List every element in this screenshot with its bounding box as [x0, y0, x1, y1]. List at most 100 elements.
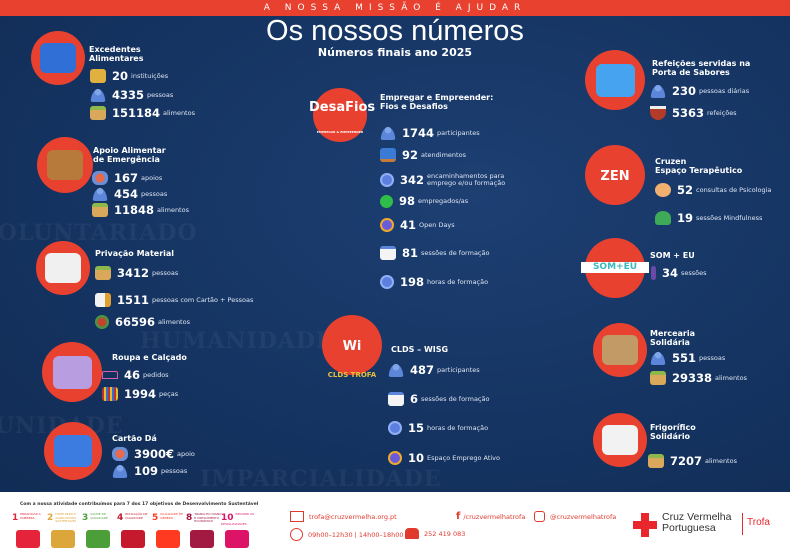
stat-value: 1511: [117, 293, 150, 307]
stat-value: 15: [408, 421, 425, 435]
stat-label: Espaço Emprego Ativo: [427, 453, 501, 462]
opening-hours: 09h00–12h30 | 14h00–18h00: [290, 528, 403, 541]
meditation-icon: [655, 211, 671, 225]
stat-value: 1994: [124, 387, 157, 401]
sdg-goal-5: 5 IGUALDADE DE GÉNERO: [152, 512, 190, 553]
clds-title: CLDS – WISG: [391, 345, 449, 354]
heart-hand-icon: [112, 447, 128, 461]
sdg-number: 8: [186, 513, 193, 523]
roupa-stat: 1994 peças: [102, 387, 178, 401]
briefcase-clock-icon: [380, 173, 394, 187]
stat-value: 230: [672, 84, 697, 98]
refeicoes-illustration: [585, 50, 645, 110]
stat-value: 342: [400, 173, 425, 187]
sdg-goal-3: 3 SAÚDE DE QUALIDADE: [82, 512, 120, 553]
sdg-icon: [190, 530, 214, 548]
stat-label: instituições: [131, 71, 169, 80]
mission-banner: A NOSSA MISSÃO É AJUDAR: [0, 0, 790, 16]
clds-stat: 10 Espaço Emprego Ativo: [388, 451, 500, 465]
roupa-title: Roupa e Calçado: [112, 353, 187, 362]
stat-label: sessões Mindfulness: [696, 213, 763, 222]
privacao-stat: 66596 alimentos: [95, 315, 190, 329]
sdg-icon: [121, 530, 145, 548]
people-icon: [650, 84, 666, 98]
cruzen-illustration: ZEN: [585, 145, 645, 205]
clds-stat: 6 sessões de formação: [388, 392, 489, 406]
sdg-label: ERRADICAR A POBREZA: [20, 512, 41, 520]
building-icon: [90, 69, 106, 83]
instagram-link[interactable]: @cruzvermelhatrofa: [534, 511, 616, 522]
stat-label: consultas de Psicologia: [696, 185, 772, 194]
sdg-goal-1: 1 ERRADICAR A POBREZA: [12, 512, 50, 553]
apoio-stat: 454 pessoas: [92, 187, 167, 201]
headset-icon: [388, 451, 402, 465]
people-icon: [388, 363, 404, 377]
sdg-number: 3: [82, 513, 89, 523]
phone-link[interactable]: 252 419 083: [405, 528, 465, 539]
stopwatch-icon: [388, 421, 402, 435]
stat-label: apoios: [141, 173, 163, 182]
stat-value: 454: [114, 187, 139, 201]
sdg-number: 1: [12, 513, 19, 523]
stat-label: sessões de formação: [421, 394, 490, 403]
roupa-illustration: [42, 342, 102, 402]
facebook-link[interactable]: f/cruzvermelhatrofa: [456, 511, 526, 522]
roupa-image: [52, 355, 92, 389]
hanger-icon: [102, 371, 118, 379]
apoio-stat: 167 apoios: [92, 171, 162, 185]
stat-label: encaminhamentos para emprego e/ou formaç…: [427, 172, 506, 187]
desafios-logo: DesaFios: [309, 100, 376, 115]
apoio-image: [46, 149, 84, 181]
email-link[interactable]: trofa@cruzvermelha.org.pt: [290, 511, 397, 522]
sdg-icon: [16, 530, 40, 548]
page-title: Os nossos números: [266, 15, 524, 47]
sdg-number: 2: [47, 513, 54, 523]
cartao-stat: 109 pessoas: [112, 464, 187, 478]
sdg-icon: [51, 530, 75, 548]
excedentes-stat: 4335 pessoas: [90, 88, 173, 102]
cruzen-title: Cruzen Espaço Terapêutico: [655, 157, 743, 175]
clds-stat: 487 participantes: [388, 363, 480, 377]
stat-value: 92: [402, 148, 419, 162]
stat-value: 29338: [672, 371, 713, 385]
stat-value: 7207: [670, 454, 703, 468]
stat-label: horas de formação: [427, 277, 489, 286]
som-logo: SOM+EU: [581, 262, 649, 273]
headset-icon: [380, 218, 394, 232]
stat-label: pessoas: [141, 189, 168, 198]
apoio-title: Apoio Alimentar de Emergência: [93, 146, 166, 164]
mercearia-stat: 551 pessoas: [650, 351, 725, 365]
sdg-icon: [86, 530, 110, 548]
refeicoes-stat: 230 pessoas diárias: [650, 84, 749, 98]
stat-value: 167: [114, 171, 139, 185]
clds-logo-subtitle: CLDS TROFA: [327, 371, 377, 379]
cartao-image: [54, 435, 92, 467]
stat-label: pedidos: [143, 370, 169, 379]
stat-value: 198: [400, 275, 425, 289]
stat-label: pessoas: [699, 353, 726, 362]
stat-label: pessoas: [161, 466, 188, 475]
stat-value: 4335: [112, 88, 145, 102]
envelope-icon: [290, 511, 304, 522]
sdg-goal-2: 2 FOME ZERO E AGRICULTURA SUSTENTÁVEL: [47, 512, 85, 553]
phone-icon: [405, 528, 419, 539]
sdg-goal-4: 4 EDUCAÇÃO DE QUALIDADE: [117, 512, 155, 553]
sdg-goal-8: 8 TRABALHO DIGNO E CRESCIMENTO ECONÓMICO: [186, 512, 224, 553]
watermark: IMPARCIALIDADE: [200, 466, 442, 492]
privacao-image: [45, 253, 81, 283]
desafios-stat: 98 empregados/as: [380, 194, 468, 208]
apoio-illustration: [37, 137, 93, 193]
stat-value: 551: [672, 351, 697, 365]
stat-value: 6: [410, 392, 419, 406]
refeicoes-image: [595, 63, 635, 97]
frigorifico-stat: 7207 alimentos: [648, 454, 737, 468]
stat-label: alimentos: [158, 317, 190, 326]
som-illustration: SOM+EU: [581, 238, 649, 298]
stat-label: apoio: [177, 449, 195, 458]
stat-label: participantes: [437, 128, 480, 137]
stat-value: 109: [134, 464, 159, 478]
stat-value: 98: [399, 194, 416, 208]
apoio-stat: 11848 alimentos: [92, 203, 189, 217]
desafios-stat: 198 horas de formação: [380, 275, 488, 289]
mercearia-illustration: [593, 323, 647, 377]
